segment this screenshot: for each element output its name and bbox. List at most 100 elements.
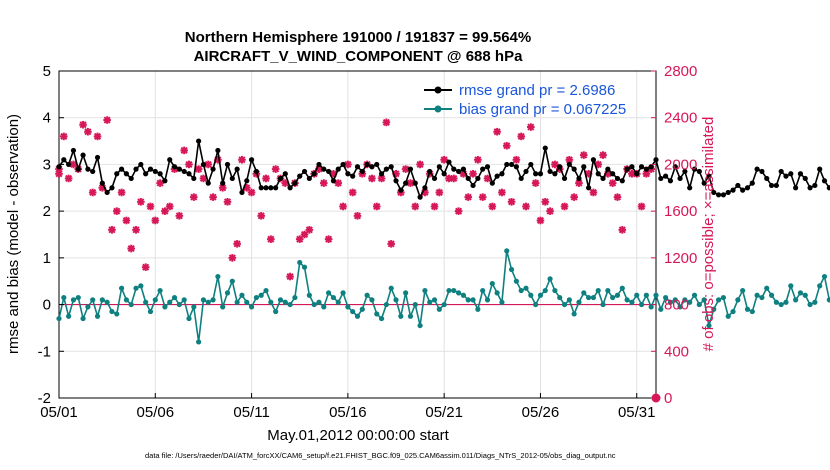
bias-point <box>176 301 182 308</box>
bias-point <box>66 313 72 319</box>
bias-point <box>431 297 438 303</box>
rmse-point <box>138 161 144 168</box>
y-ticks-right: 0 400 800 1200 1600 2000 2400 2800 <box>651 63 697 407</box>
obs-count-marker <box>483 174 492 183</box>
bias-point <box>109 308 115 315</box>
x-tick-label: 05/06 <box>137 404 175 421</box>
obs-count-marker <box>599 151 607 159</box>
rmse-point <box>802 175 808 182</box>
obs-count-marker <box>382 118 391 127</box>
bias-point <box>417 322 423 329</box>
rmse-point <box>383 166 389 172</box>
bias-point <box>610 294 616 301</box>
rmse-point <box>128 175 134 182</box>
bias-point <box>162 304 168 310</box>
bias-point <box>701 297 707 303</box>
rmse-point <box>417 194 423 200</box>
rmse-point <box>330 178 337 184</box>
rmse-point <box>735 182 741 189</box>
bias-point <box>301 264 308 270</box>
rmse-point <box>70 147 77 154</box>
rmse-point <box>248 157 255 163</box>
rmse-point <box>764 175 770 182</box>
rmse-point <box>508 161 515 168</box>
bias-point <box>489 280 495 287</box>
rmse-point <box>638 164 645 170</box>
rmse-point <box>446 159 452 165</box>
obs-count-marker <box>218 183 227 192</box>
bias-point <box>475 306 481 312</box>
obs-count-marker <box>271 165 280 173</box>
bias-point <box>75 294 81 301</box>
bias-point <box>634 292 640 298</box>
rmse-point <box>610 171 616 177</box>
rmse-point <box>157 171 163 177</box>
rmse-point <box>167 157 173 163</box>
obs-count-marker <box>60 132 68 141</box>
rmse-point <box>658 175 664 182</box>
bias-point <box>196 339 202 345</box>
bias-point <box>229 278 235 284</box>
bias-point <box>427 299 433 305</box>
bias-point <box>446 287 452 294</box>
rmse-point <box>345 171 351 177</box>
rmse-point <box>297 173 303 179</box>
bias-point <box>258 292 264 298</box>
bias-point <box>277 297 284 303</box>
bias-point <box>658 306 664 312</box>
obs-count-marker <box>353 212 362 220</box>
obs-count-marker <box>464 193 473 201</box>
rmse-point <box>239 189 245 196</box>
obs-count-marker <box>334 179 343 187</box>
bias-point <box>547 276 553 282</box>
y-right-tick-label: 0 <box>664 390 672 407</box>
bias-point <box>528 292 534 298</box>
rmse-point <box>311 171 317 177</box>
obs-count-marker <box>185 160 193 169</box>
bias-point <box>725 313 731 319</box>
obs-count-marker <box>368 174 376 183</box>
rmse-point <box>648 164 654 170</box>
rmse-point <box>812 182 818 189</box>
obs-count-marker <box>175 212 184 220</box>
bias-point <box>451 287 457 294</box>
obs-count-marker <box>112 207 121 215</box>
obs-count-marker <box>79 120 87 129</box>
rmse-point <box>147 166 154 172</box>
rmse-point <box>465 175 471 182</box>
bias-point <box>326 290 332 296</box>
bias-point <box>128 301 134 308</box>
rmse-point <box>176 166 182 172</box>
rmse-point <box>744 185 751 191</box>
bias-point <box>504 248 510 254</box>
bias-point <box>292 294 298 301</box>
bias-point <box>537 292 544 298</box>
obs-count-marker <box>122 216 131 225</box>
rmse-point <box>725 189 731 196</box>
rmse-point <box>282 171 288 177</box>
obs-count-marker <box>88 188 97 197</box>
rmse-point <box>768 182 775 189</box>
rmse-point <box>456 168 462 175</box>
bias-point <box>330 294 337 301</box>
rmse-point <box>788 171 794 177</box>
rmse-point <box>205 180 211 186</box>
obs-count-marker <box>257 212 266 220</box>
obs-count-marker <box>247 188 256 197</box>
bias-point <box>793 297 799 303</box>
y-tick-label: 2 <box>43 203 51 220</box>
rmse-point <box>215 147 221 154</box>
bias-point <box>460 292 467 298</box>
bias-point <box>730 308 736 315</box>
rmse-point <box>624 166 630 172</box>
obs-count-marker <box>223 198 232 206</box>
bias-point <box>735 297 741 303</box>
bias-point <box>234 299 240 305</box>
bias-point <box>393 297 399 303</box>
obs-count-marker <box>589 188 598 197</box>
obs-count-marker <box>93 132 102 141</box>
rmse-point <box>181 168 187 175</box>
rmse-point <box>783 173 789 179</box>
obs-count-marker <box>339 202 347 211</box>
bias-point <box>821 273 828 280</box>
